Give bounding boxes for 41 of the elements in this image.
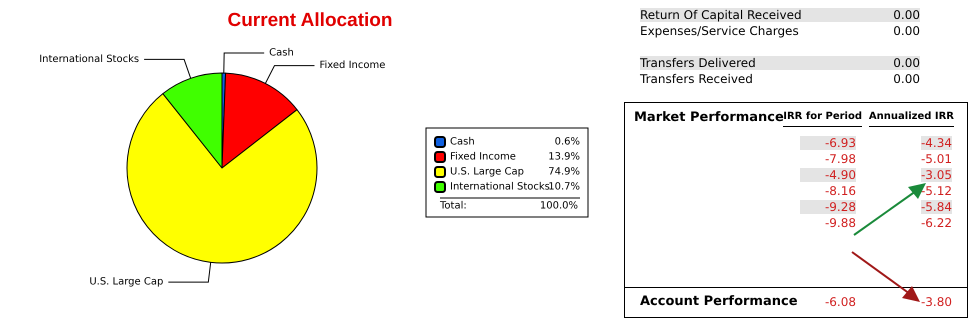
text: Annualized IRR (868, 111, 954, 127)
text: Return Of Capital Received (640, 8, 802, 22)
text: -6.93 (800, 136, 856, 150)
text: -4.34 (920, 136, 952, 150)
text: -3.80 (920, 295, 952, 309)
text: -6.08 (824, 295, 856, 309)
text: Expenses/Service Charges (640, 24, 799, 38)
text: 0.00 (893, 8, 920, 22)
text: -7.98 (824, 152, 856, 166)
text: -3.05 (920, 168, 952, 182)
data-label: 74.9% (548, 166, 580, 178)
legend-label: International Stocks (450, 182, 550, 192)
chart-title: Current Allocation (227, 10, 393, 31)
text: -5.12 (920, 184, 952, 198)
text: -5.01 (920, 152, 952, 166)
slice-label: Cash (269, 48, 294, 59)
text: -5.84 (920, 200, 952, 214)
slice-label: Fixed Income (319, 60, 386, 72)
slice-label: U.S. Large Cap (89, 276, 164, 288)
data-label: 13.9% (548, 152, 580, 162)
text: Transfers Received (640, 72, 753, 86)
text: Market Performance (634, 110, 784, 125)
legend-label: Cash (450, 136, 475, 148)
data-label: 0.6% (554, 136, 580, 148)
text: Account Performance (640, 294, 798, 309)
slice-label: International Stocks (39, 54, 140, 65)
text: -4.90 (800, 168, 856, 182)
legend-label: Fixed Income (450, 152, 516, 162)
text: -9.88 (824, 216, 856, 230)
text: 0.00 (893, 24, 920, 38)
text: -6.22 (920, 216, 952, 230)
text: -8.16 (824, 184, 856, 198)
text: 0.00 (893, 56, 920, 70)
legend-label: U.S. Large Cap (450, 166, 524, 178)
text: 100.0% (540, 200, 578, 212)
text: -9.28 (800, 200, 856, 214)
text: 0.00 (893, 72, 920, 86)
text: Transfers Delivered (640, 56, 756, 70)
text: IRR for Period (783, 111, 862, 127)
data-label: 10.7% (548, 182, 580, 192)
text: Total: (439, 200, 467, 212)
